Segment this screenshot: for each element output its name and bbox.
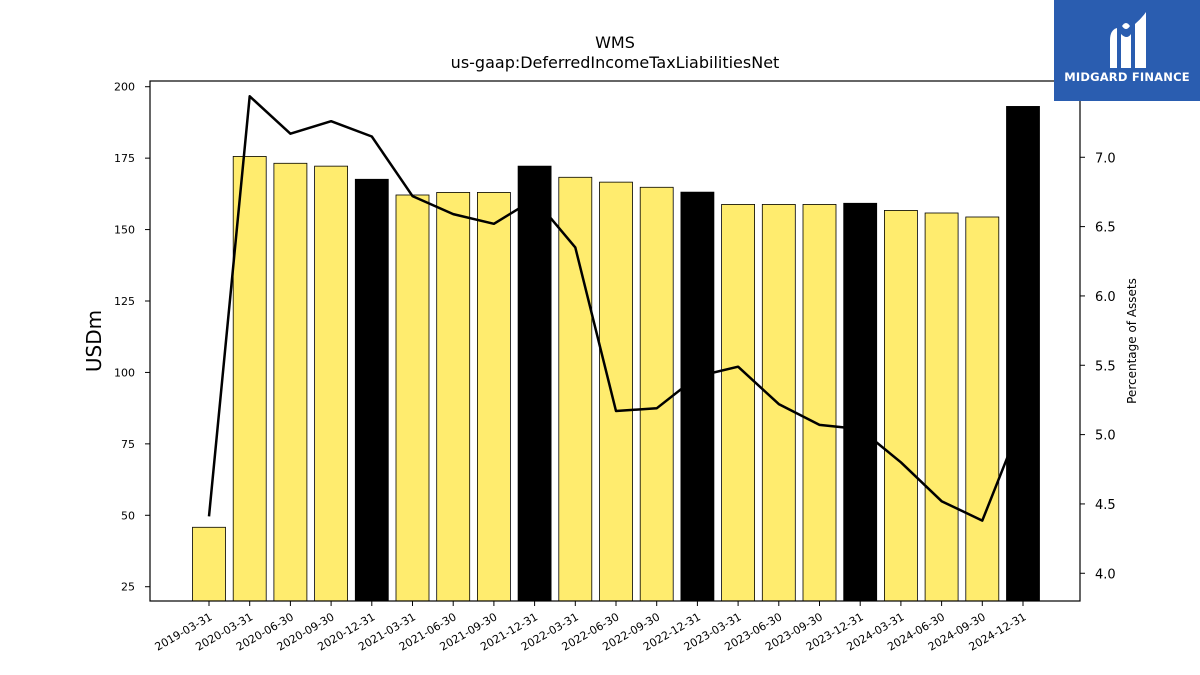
logo: MIDGARD FINANCE	[1054, 0, 1200, 101]
bar-2024-06-30	[924, 212, 959, 602]
bar-2023-03-31	[721, 204, 755, 602]
y-tick-label: 75	[121, 438, 135, 451]
y2-tick-label: 5.5	[1095, 359, 1116, 374]
y-tick-label: 125	[114, 295, 135, 308]
bar-2020-12-31	[354, 178, 389, 602]
bar-2020-09-30	[314, 165, 349, 602]
bar-2021-09-30	[476, 192, 511, 602]
chart-subtitle: us-gaap:DeferredIncomeTaxLiabilitiesNet	[451, 53, 780, 72]
y-tick-label: 50	[121, 509, 135, 522]
bar-2020-03-31	[232, 156, 267, 602]
x-axis: 2019-03-312020-03-312020-06-302020-09-30…	[153, 601, 1029, 654]
bar-2022-06-30	[599, 181, 633, 602]
logo-text: MIDGARD FINANCE	[1064, 70, 1190, 84]
y2-tick-label: 4.0	[1095, 567, 1116, 582]
bar-group	[192, 106, 1040, 602]
y2-tick-label: 4.5	[1095, 498, 1116, 513]
y2-tick-label: 7.0	[1095, 151, 1116, 166]
y2-axis-label: Percentage of Assets	[1125, 278, 1139, 404]
y-tick-label: 175	[114, 152, 135, 165]
y-axis-right: 4.0 4.5 5.0 5.5 6.0 6.5 7.0	[1080, 151, 1116, 582]
bar-2022-09-30	[639, 186, 674, 602]
y-tick-label: 25	[121, 581, 135, 594]
midgard-logo-icon	[1110, 12, 1146, 68]
y-axis-left: 25 50 75 100 125 150 175 200	[114, 81, 150, 594]
bar-2022-12-31	[680, 191, 715, 602]
y2-tick-label: 5.0	[1095, 429, 1116, 444]
bar-2024-12-31	[1006, 106, 1040, 602]
y2-tick-label: 6.0	[1095, 290, 1116, 305]
bar-2024-09-30	[965, 216, 1000, 602]
y-axis-label: USDm	[82, 310, 106, 372]
bar-2020-06-30	[273, 162, 308, 602]
y2-tick-label: 6.5	[1095, 221, 1116, 236]
bar-2023-12-31	[843, 202, 878, 602]
bar-2021-03-31	[395, 194, 430, 602]
bar-2021-12-31	[517, 165, 552, 602]
plot-frame	[149, 80, 1081, 602]
y-tick-label: 100	[114, 366, 135, 379]
chart-title: WMS	[595, 33, 635, 52]
bar-2024-03-31	[884, 210, 918, 602]
bar-2019-03-31	[192, 526, 226, 602]
y-tick-label: 200	[114, 81, 135, 94]
bar-2022-03-31	[558, 176, 593, 602]
bar-2023-09-30	[802, 204, 837, 602]
bar-2021-06-30	[436, 192, 471, 602]
y-tick-label: 150	[114, 224, 135, 237]
percentage-line	[207, 95, 1025, 522]
